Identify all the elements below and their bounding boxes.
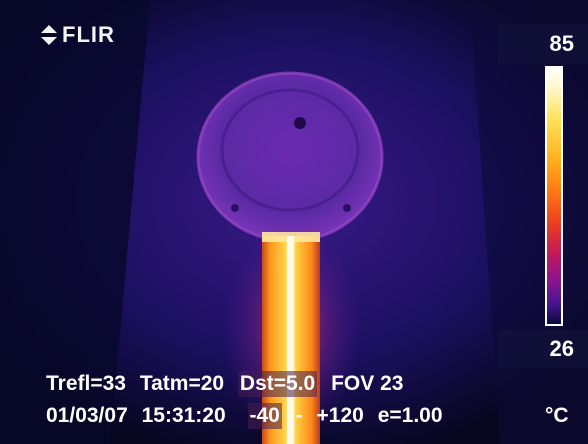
range-separator: - [295,404,303,427]
temperature-unit: °C [545,404,569,427]
scale-min-value: 26 [498,330,588,368]
emissivity-value: e=1.00 [377,404,443,427]
parameters-line: Trefl=33 Tatm=20 Dst=5.0 FOV 23 [46,371,403,397]
range-high-value: +120 [316,404,364,427]
trefl-value: Trefl=33 [46,372,126,395]
time-value: 15:31:20 [141,404,226,427]
scale-max-value: 85 [498,24,588,64]
range-low-value: -40 [247,403,282,429]
date-value: 01/03/07 [46,404,128,427]
dst-value: Dst=5.0 [237,371,318,397]
flir-mark-icon [41,25,57,45]
status-line: 01/03/07 15:31:20 -40 - +120 e=1.00 [46,403,443,429]
fov-value: FOV 23 [331,372,404,395]
brand-name: FLIR [62,22,115,47]
flir-logo: FLIR [40,22,115,48]
tatm-value: Tatm=20 [139,372,225,395]
temperature-colorbar [545,66,563,326]
